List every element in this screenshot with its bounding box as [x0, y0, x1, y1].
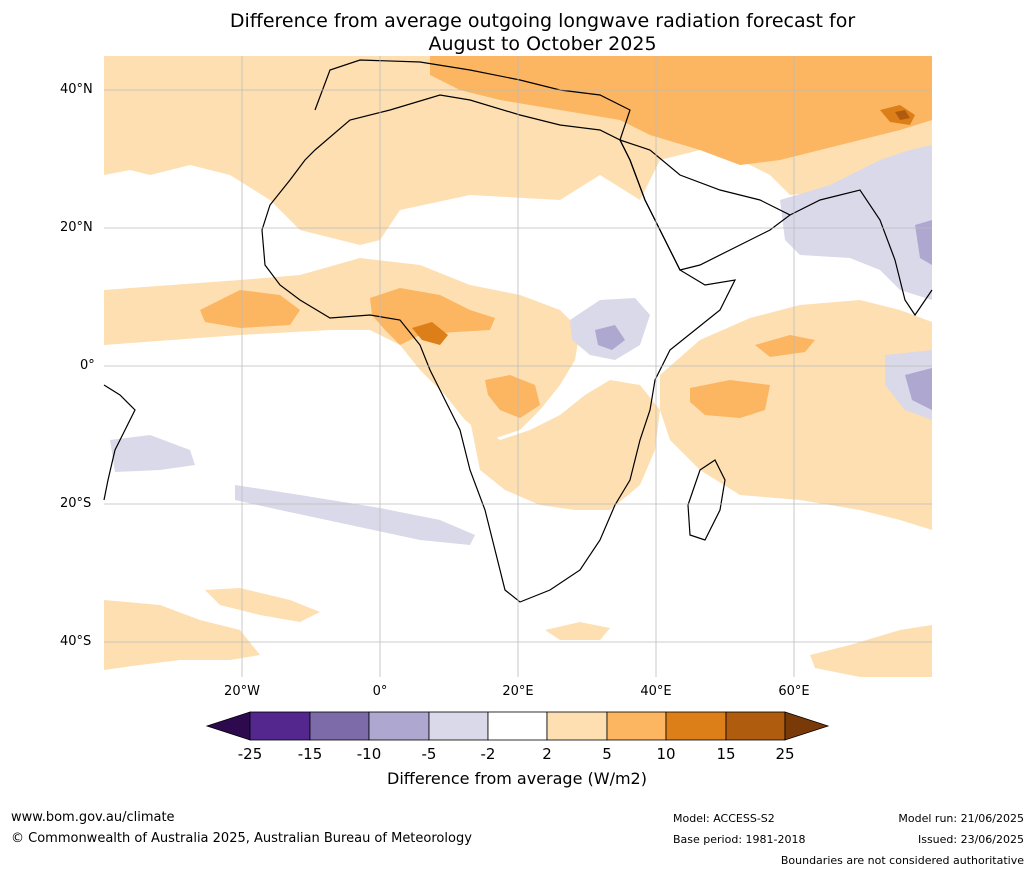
anomaly-region-indian-ocean — [660, 300, 932, 530]
anomaly-region-bay-of-bengal — [915, 220, 932, 265]
colorbar-tick-2: -15 — [297, 745, 323, 763]
lon-label-20w: 20°W — [224, 684, 260, 699]
colorbar-extend-low — [205, 711, 251, 741]
title-line-2: August to October 2025 — [428, 33, 657, 55]
footer-disclaimer: Boundaries are not considered authoritat… — [780, 854, 1024, 867]
colorbar-tick-9: 15 — [716, 745, 736, 763]
colorbar-bin-3 — [368, 711, 430, 741]
lon-label-60e: 60°E — [778, 684, 810, 699]
colorbar-tick-10: 25 — [775, 745, 795, 763]
arabia-coastline — [618, 138, 792, 271]
lat-label-40n: 40°N — [60, 82, 93, 97]
anomaly-region-gulf-of-guinea — [200, 290, 300, 328]
colorbar-tick-4: -5 — [421, 745, 437, 763]
lon-label-40e: 40°E — [640, 684, 672, 699]
anomaly-region-congo — [485, 375, 540, 418]
anomaly-region-cameroon — [412, 322, 448, 345]
asia-coastline — [789, 189, 933, 317]
colorbar-bin-7 — [606, 711, 667, 741]
colorbar-bin-4 — [428, 711, 489, 741]
europe-coastline — [314, 59, 631, 141]
anomaly-region-south-atlantic-band — [110, 435, 195, 472]
colorbar-tick-6: 2 — [542, 745, 552, 763]
colorbar-bin-6 — [546, 711, 608, 741]
colorbar-title: Difference from average (W/m2) — [387, 769, 647, 788]
title-line-1: Difference from average outgoing longwav… — [229, 10, 856, 32]
lat-label-equator: 0° — [80, 358, 95, 373]
colorbar-tick-1: -25 — [237, 745, 263, 763]
graticule — [104, 56, 932, 677]
footer-base-period: Base period: 1981-2018 — [673, 833, 806, 846]
lat-label-40s: 40°S — [60, 634, 92, 649]
lon-label-20e: 20°E — [502, 684, 534, 699]
anomaly-region-east-indian-core — [905, 368, 932, 410]
coastlines — [103, 59, 933, 603]
lon-label-0: 0° — [372, 684, 388, 699]
anomaly-region-southern-ocean-east — [810, 625, 932, 677]
colorbar-tick-7: 5 — [602, 745, 612, 763]
colorbar-bin-5 — [487, 711, 548, 741]
anomaly-region-south-atlantic — [545, 622, 610, 640]
colorbar-bin-1 — [249, 711, 311, 741]
anomaly-region-himalaya-peak — [895, 110, 910, 120]
colorbar-bin-8 — [665, 711, 727, 741]
anomaly-region-nigeria — [370, 288, 495, 345]
africa-coastline — [261, 94, 737, 603]
footer-copyright: © Commonwealth of Australia 2025, Austra… — [11, 831, 472, 846]
colorbar-bin-9 — [725, 711, 786, 741]
colorbar-bin-2 — [309, 711, 370, 741]
colorbar-tick-8: 10 — [656, 745, 676, 763]
anomaly-region-southern-ocean-patch — [205, 588, 320, 622]
lat-label-20s: 20°S — [60, 496, 92, 511]
anomaly-region-southern-ocean-west — [104, 600, 260, 670]
colorbar-extend-high — [784, 711, 830, 741]
anomaly-region-south-atlantic-streak — [235, 485, 475, 545]
colorbar-tick-5: -2 — [480, 745, 496, 763]
anomaly-region-east-africa — [470, 380, 660, 510]
anomaly-region-middle-east — [430, 56, 932, 165]
colorbar — [205, 711, 830, 741]
footer-model: Model: ACCESS-S2 — [673, 812, 775, 825]
lat-label-20n: 20°N — [60, 220, 93, 235]
anomaly-region-india — [780, 145, 932, 300]
anomaly-region-arabian-sea — [755, 335, 815, 357]
colorbar-tick-3: -10 — [356, 745, 382, 763]
madagascar-coastline — [687, 459, 726, 541]
south-america-coastline — [103, 384, 136, 501]
footer-issued: Issued: 23/06/2025 — [917, 833, 1024, 846]
anomaly-region-indian-ocean-core — [690, 380, 770, 418]
footer-url[interactable]: www.bom.gov.au/climate — [11, 810, 175, 825]
footer-model-run: Model run: 21/06/2025 — [898, 812, 1024, 825]
anomaly-region-lake-victoria — [595, 325, 625, 350]
chart-title: Difference from average outgoing longwav… — [0, 10, 1035, 56]
